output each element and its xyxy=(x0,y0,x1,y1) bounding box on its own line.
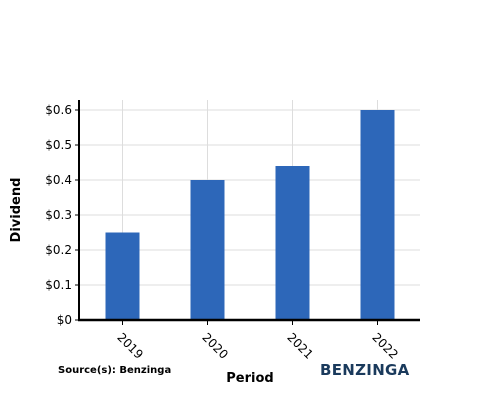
x-tick-label: 2021 xyxy=(284,330,315,361)
x-tick-label: 2019 xyxy=(114,330,145,361)
y-tick-label: $0.4 xyxy=(45,173,72,187)
x-tick-labels: 2019 2020 2021 2022 xyxy=(114,320,401,362)
y-tick-label: $0.5 xyxy=(45,138,72,152)
x-axis-title: Period xyxy=(226,371,273,386)
bars xyxy=(105,110,395,320)
y-tick-labels: $0 $0.1 $0.2 $0.3 $0.4 $0.5 $0.6 xyxy=(45,103,80,327)
y-tick-label: $0 xyxy=(57,313,72,327)
bar-2021 xyxy=(275,166,310,320)
x-tick-label: 2020 xyxy=(199,330,230,361)
x-tick-label: 2022 xyxy=(369,330,400,361)
bar-2022 xyxy=(360,110,395,320)
axes xyxy=(78,100,420,322)
bar-2020 xyxy=(190,180,225,320)
y-tick-label: $0.3 xyxy=(45,208,72,222)
benzinga-logo: BENZINGA xyxy=(320,361,410,379)
y-tick-label: $0.2 xyxy=(45,243,72,257)
y-axis-title: Dividend xyxy=(9,178,24,243)
bar-2019 xyxy=(105,232,140,320)
y-tick-label: $0.6 xyxy=(45,103,72,117)
y-tick-label: $0.1 xyxy=(45,278,72,292)
source-note: Source(s): Benzinga xyxy=(58,365,171,376)
